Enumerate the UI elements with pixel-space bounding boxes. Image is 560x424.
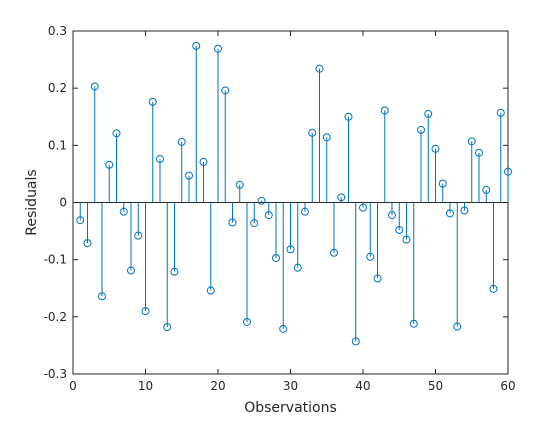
stem-marker bbox=[228, 218, 237, 227]
stem-marker bbox=[388, 211, 396, 220]
stem-marker bbox=[330, 248, 338, 257]
stem-marker bbox=[98, 292, 106, 301]
stem-marker bbox=[243, 317, 251, 326]
stem-marker bbox=[264, 211, 273, 220]
stem-marker bbox=[112, 129, 121, 138]
stem-marker bbox=[424, 109, 433, 118]
stem-marker bbox=[141, 307, 150, 316]
stem-marker bbox=[76, 216, 85, 225]
labels-layer: Observations Residuals 0 10 20 30 40 50 60 -0.3… bbox=[24, 24, 516, 416]
stem-marker bbox=[409, 319, 418, 328]
stem-marker bbox=[301, 207, 309, 216]
stem-marker bbox=[221, 86, 230, 95]
x-axis-label: Observations bbox=[244, 400, 337, 416]
stem-marker bbox=[134, 231, 143, 240]
stem-marker bbox=[279, 324, 288, 333]
stem-marker bbox=[344, 112, 353, 121]
stem-marker bbox=[475, 148, 483, 157]
x-tick-label: 50 bbox=[428, 379, 443, 393]
stem-marker bbox=[177, 137, 186, 146]
y-tick-label: -0.1 bbox=[44, 253, 67, 267]
stem-marker bbox=[127, 266, 135, 275]
y-tick-label: 0.3 bbox=[48, 24, 67, 38]
stem-marker bbox=[148, 97, 157, 106]
stem-marker bbox=[504, 167, 512, 176]
stem-marker bbox=[199, 157, 208, 166]
stem-marker bbox=[163, 323, 172, 332]
stem-marker bbox=[489, 284, 498, 293]
stem-marker bbox=[460, 206, 469, 215]
stem-marker bbox=[359, 203, 367, 212]
stem-marker bbox=[170, 267, 179, 276]
stem-marker bbox=[467, 137, 476, 146]
stem-marker bbox=[351, 337, 360, 346]
stem-marker bbox=[417, 125, 425, 134]
stem-marker bbox=[192, 41, 201, 50]
y-tick-label: -0.3 bbox=[44, 367, 67, 381]
stem-marker bbox=[214, 44, 222, 53]
y-tick-label: 0 bbox=[59, 196, 67, 210]
stem-marker bbox=[235, 180, 244, 189]
markers-layer bbox=[76, 41, 512, 346]
stem-marker bbox=[272, 253, 280, 262]
stem-marker bbox=[315, 64, 324, 73]
stem-marker bbox=[496, 108, 505, 117]
stem-marker bbox=[206, 286, 215, 295]
x-tick-label: 0 bbox=[69, 379, 77, 393]
stem-marker bbox=[90, 82, 99, 91]
stem-marker bbox=[453, 322, 462, 331]
stem-marker bbox=[293, 263, 302, 272]
stem-marker bbox=[446, 209, 454, 218]
stem-marker bbox=[402, 235, 411, 244]
stem-marker bbox=[373, 274, 382, 283]
x-tick-label: 30 bbox=[283, 379, 298, 393]
x-tick-label: 20 bbox=[210, 379, 225, 393]
stems-layer bbox=[79, 45, 509, 342]
stem-marker bbox=[105, 160, 114, 169]
stem-marker bbox=[286, 245, 295, 254]
stem-marker bbox=[119, 207, 128, 216]
stem-marker bbox=[366, 252, 375, 261]
stem-marker bbox=[257, 196, 266, 205]
stem-marker bbox=[380, 106, 389, 115]
stem-marker bbox=[322, 133, 331, 142]
x-tick-label: 40 bbox=[355, 379, 370, 393]
y-tick-label: 0.1 bbox=[48, 138, 67, 152]
y-tick-label: 0.2 bbox=[48, 81, 67, 95]
stem-marker bbox=[395, 225, 404, 234]
stem-marker bbox=[308, 128, 317, 137]
y-axis-label: Residuals bbox=[24, 169, 40, 235]
stem-marker bbox=[431, 144, 440, 153]
stem-marker bbox=[482, 185, 491, 194]
stem-marker bbox=[250, 219, 259, 228]
x-tick-label: 60 bbox=[500, 379, 515, 393]
y-tick-label: -0.2 bbox=[44, 310, 67, 324]
stem-marker bbox=[438, 179, 447, 188]
stem-marker bbox=[83, 239, 92, 248]
stem-marker bbox=[156, 155, 164, 164]
stem-marker bbox=[337, 193, 346, 202]
x-tick-label: 10 bbox=[138, 379, 153, 393]
stem-marker bbox=[185, 171, 193, 180]
